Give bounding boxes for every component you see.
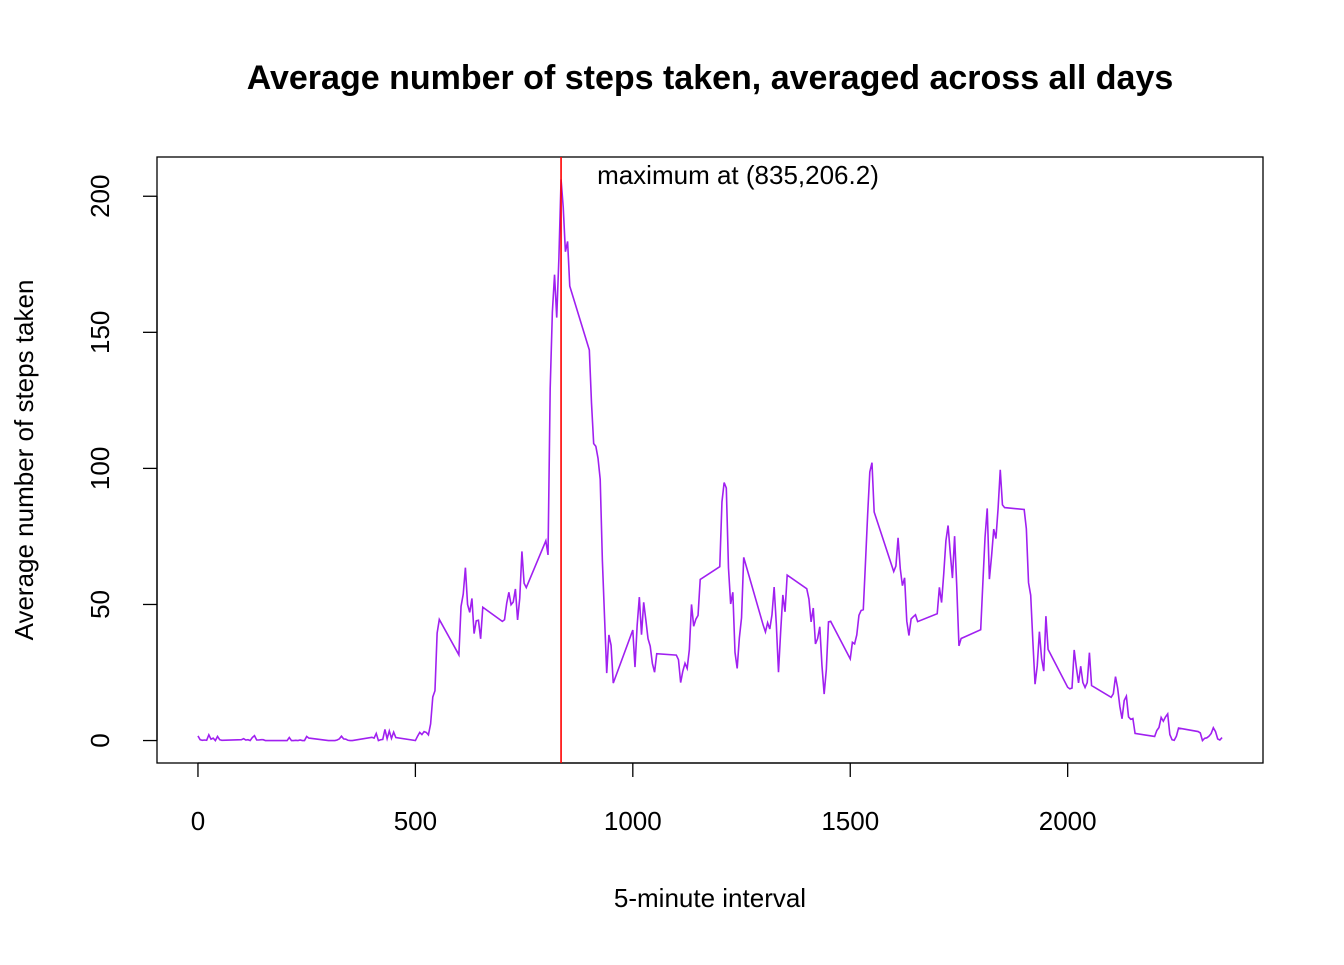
y-tick-label: 200 — [85, 175, 115, 218]
y-axis-label: Average number of steps taken — [9, 280, 39, 641]
x-axis-label: 5-minute interval — [614, 883, 806, 913]
plot-frame — [156, 156, 1264, 764]
y-tick-label: 150 — [85, 311, 115, 354]
y-tick-label: 100 — [85, 447, 115, 490]
y-tick-label: 0 — [85, 733, 115, 747]
x-tick-label: 0 — [191, 806, 205, 836]
x-tick-label: 1500 — [821, 806, 879, 836]
data-line — [197, 179, 1223, 743]
max-annotation: maximum at (835,206.2) — [597, 160, 879, 190]
chart-title: Average number of steps taken, averaged … — [247, 59, 1174, 97]
x-tick-label: 500 — [394, 806, 437, 836]
y-tick-label: 50 — [85, 590, 115, 619]
x-tick-label: 1000 — [604, 806, 662, 836]
x-tick-label: 2000 — [1039, 806, 1097, 836]
